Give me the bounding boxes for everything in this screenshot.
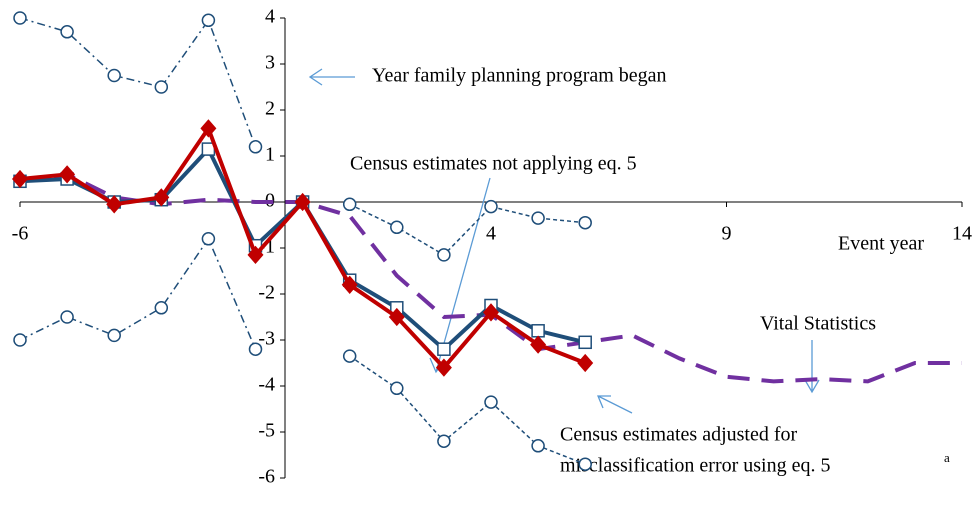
annotation: Vital Statistics [760, 313, 876, 335]
x-tick-label: 4 [486, 223, 496, 245]
marker [435, 358, 452, 377]
y-tick-label: 3 [265, 52, 275, 74]
marker [153, 188, 170, 207]
marker [248, 342, 263, 356]
marker [578, 335, 592, 350]
marker [201, 232, 216, 246]
x-tick-label: -6 [12, 223, 29, 245]
marker [107, 328, 121, 343]
x-tick-label: 14 [952, 223, 972, 245]
marker [12, 169, 28, 189]
marker [531, 211, 545, 225]
series-line [349, 355, 586, 465]
marker [390, 220, 404, 235]
marker [437, 342, 451, 356]
marker [201, 13, 216, 28]
marker [154, 80, 169, 94]
marker [578, 215, 592, 230]
y-tick-label: 2 [265, 98, 275, 120]
annotation: Census estimates not applying eq. 5 [350, 153, 637, 175]
marker [484, 199, 498, 214]
marker [106, 195, 123, 214]
marker [60, 25, 74, 39]
annotation: Year family planning program began [372, 65, 667, 87]
marker [294, 192, 311, 212]
y-tick-label: 4 [265, 6, 275, 28]
x-axis-label: Event year [838, 233, 924, 255]
series-line [19, 237, 257, 350]
y-tick-label: -2 [258, 282, 275, 304]
marker [531, 439, 545, 453]
y-tick-label: -6 [258, 466, 275, 488]
y-tick-label: -4 [258, 374, 275, 396]
marker [59, 165, 76, 184]
annotation: Census estimates adjusted for [560, 424, 798, 446]
marker [154, 301, 169, 315]
marker [577, 353, 594, 373]
marker [13, 11, 27, 25]
marker [342, 197, 357, 212]
y-tick-label: 1 [265, 144, 275, 166]
marker [531, 324, 545, 338]
marker [530, 335, 547, 354]
marker [247, 245, 264, 265]
marker [13, 333, 27, 347]
marker [200, 119, 217, 138]
x-tick-label: 9 [722, 223, 732, 245]
marker [437, 434, 451, 448]
y-tick-label: -5 [258, 420, 275, 442]
marker [484, 395, 498, 409]
marker [341, 275, 358, 294]
marker [342, 349, 357, 363]
series-line [19, 17, 257, 148]
marker [390, 381, 404, 396]
marker [483, 303, 499, 322]
annotation-arrows [308, 68, 820, 414]
marker [437, 248, 451, 262]
marker [107, 68, 121, 83]
annotation-superscript: a [944, 450, 950, 465]
y-tick-label: -3 [258, 328, 275, 350]
marker [578, 457, 592, 471]
marker [388, 307, 405, 327]
marker [248, 140, 263, 154]
marker [60, 310, 74, 324]
annotation: misclassification error using eq. 5 [560, 455, 831, 477]
series-line [349, 203, 586, 256]
